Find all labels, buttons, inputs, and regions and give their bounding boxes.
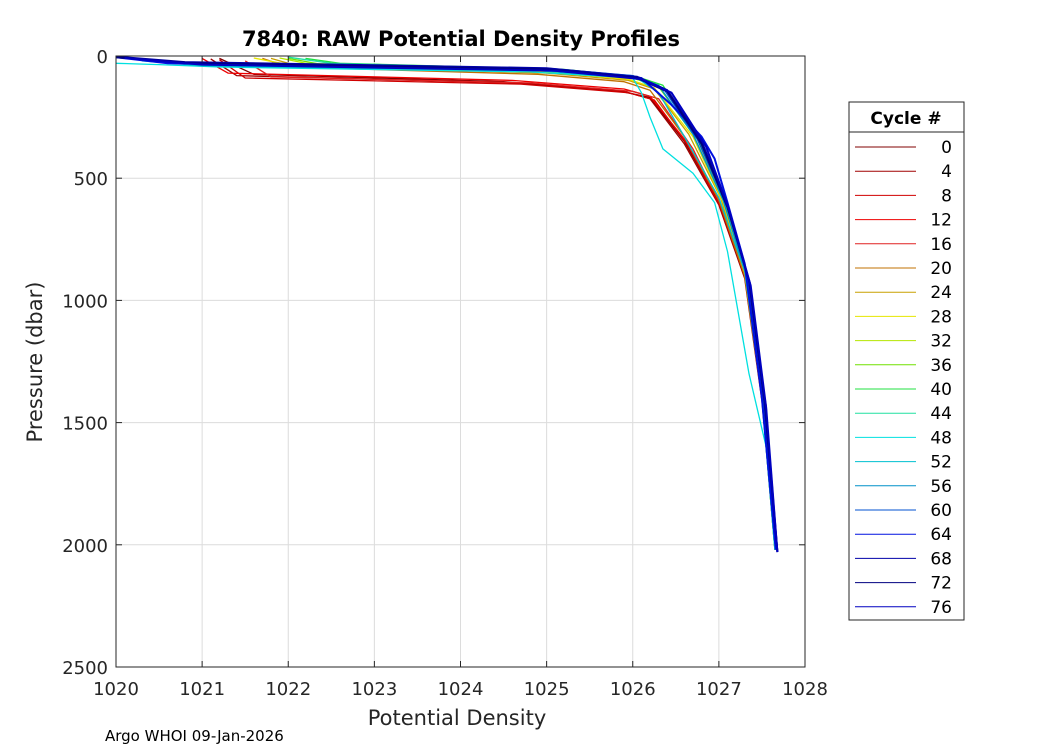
legend-label: 48 <box>930 428 952 448</box>
legend-label: 76 <box>930 598 952 618</box>
y-axis-ticks: 0 500 1000 1500 2000 2500 <box>62 47 805 679</box>
x-tick-label: 1025 <box>524 679 570 700</box>
legend-label: 8 <box>941 186 952 206</box>
legend-label: 56 <box>930 477 952 497</box>
x-tick-label: 1021 <box>179 679 225 700</box>
y-axis-label: Pressure (dbar) <box>23 282 47 443</box>
footer-credit: Argo WHOI 09-Jan-2026 <box>105 727 284 745</box>
legend-label: 60 <box>930 501 952 521</box>
y-tick-label: 1500 <box>62 414 108 435</box>
legend-label: 28 <box>930 307 952 327</box>
x-tick-label: 1020 <box>93 679 139 700</box>
x-axis-label: Potential Density <box>368 706 547 730</box>
legend-label: 12 <box>930 211 952 231</box>
legend-label: 44 <box>930 404 952 424</box>
legend-label: 40 <box>930 380 952 400</box>
x-tick-label: 1026 <box>610 679 656 700</box>
legend: Cycle # 04812162024283236404448525660646… <box>848 101 965 621</box>
series-line-cycle-48 <box>115 62 776 550</box>
legend-box <box>848 101 965 621</box>
x-axis-ticks: 1020 1021 1022 1023 1024 1025 1026 1027 1028 <box>93 56 828 700</box>
x-tick-label: 1027 <box>696 679 742 700</box>
series-lines <box>115 55 779 553</box>
legend-label: 16 <box>930 235 952 255</box>
y-tick-label: 0 <box>97 47 108 68</box>
chart-title: 7840: RAW Potential Density Profiles <box>242 27 680 51</box>
x-tick-label: 1028 <box>782 679 828 700</box>
legend-label: 68 <box>930 549 952 569</box>
legend-label: 32 <box>930 332 952 352</box>
y-tick-label: 2500 <box>62 658 108 679</box>
x-tick-label: 1022 <box>265 679 311 700</box>
legend-label: 64 <box>930 525 952 545</box>
y-tick-label: 500 <box>74 169 108 190</box>
x-tick-label: 1023 <box>351 679 397 700</box>
x-tick-label: 1024 <box>438 679 484 700</box>
legend-title: Cycle # <box>870 109 941 129</box>
legend-label: 36 <box>930 356 952 376</box>
y-tick-label: 1000 <box>62 291 108 312</box>
series-line-cycle-76 <box>124 57 779 553</box>
legend-label: 24 <box>930 283 952 303</box>
legend-label: 72 <box>930 574 952 594</box>
legend-label: 0 <box>941 138 952 158</box>
legend-label: 52 <box>930 453 952 473</box>
y-tick-label: 2000 <box>62 536 108 557</box>
legend-label: 4 <box>941 162 952 182</box>
legend-label: 20 <box>930 259 952 279</box>
